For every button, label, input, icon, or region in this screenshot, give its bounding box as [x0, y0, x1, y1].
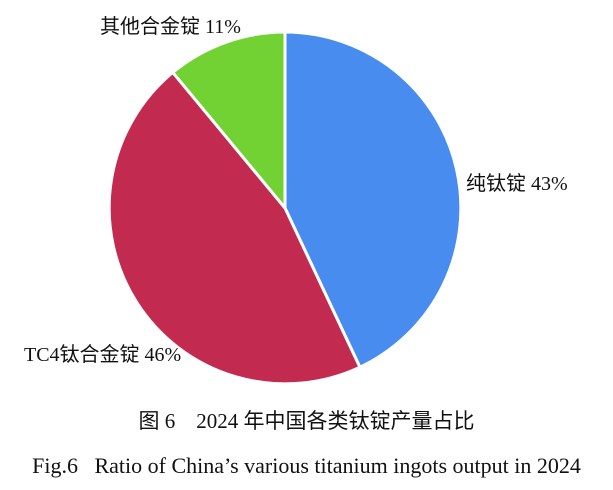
- pie-slice-其他合金锭: [171, 30, 287, 210]
- figure-caption-chinese: 图 6 2024 年中国各类钛锭产量占比: [138, 409, 475, 433]
- slice-callout-tc4-alloy: TC4钛合金锭 46%: [24, 344, 182, 366]
- pie-slice-TC4钛合金锭: [107, 70, 362, 386]
- slice-callout-pure-titanium: 纯钛锭 43%: [466, 173, 568, 195]
- pie-chart: [107, 30, 463, 386]
- slice-callout-other-alloy: 其他合金锭 11%: [100, 16, 241, 38]
- pie-slice-纯钛锭: [283, 30, 463, 369]
- pie-slices-group: [107, 30, 463, 386]
- figure-caption-english: Fig.6 Ratio of China’s various titanium …: [32, 453, 581, 478]
